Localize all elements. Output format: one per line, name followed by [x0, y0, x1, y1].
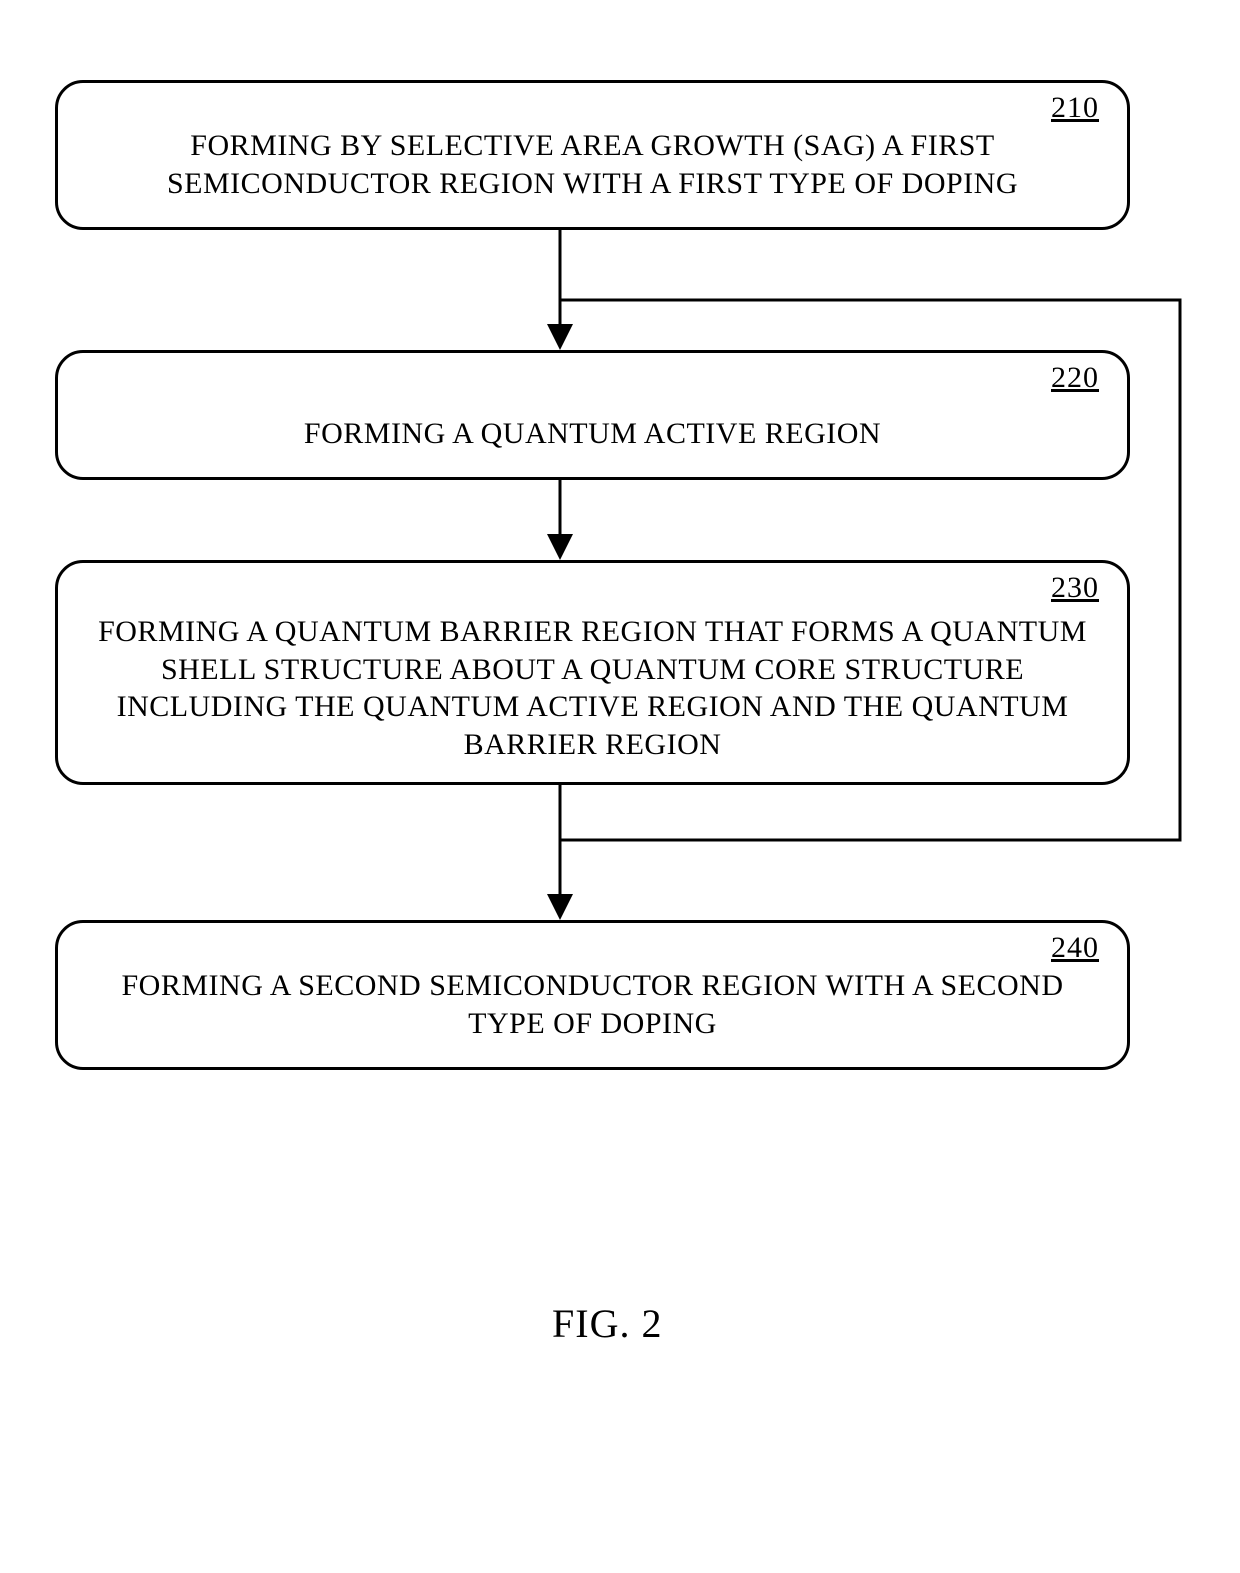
- step-number: 240: [1051, 931, 1099, 965]
- step-text: FORMING BY SELECTIVE AREA GROWTH (SAG) A…: [58, 127, 1127, 202]
- step-text: FORMING A QUANTUM ACTIVE REGION: [58, 415, 1127, 453]
- step-text: FORMING A SECOND SEMICONDUCTOR REGION WI…: [58, 967, 1127, 1042]
- figure-label: FIG. 2: [552, 1300, 662, 1347]
- step-number: 230: [1051, 571, 1099, 605]
- step-number: 220: [1051, 361, 1099, 395]
- flowchart-canvas: 210 FORMING BY SELECTIVE AREA GROWTH (SA…: [0, 0, 1240, 1573]
- step-box-230: 230 FORMING A QUANTUM BARRIER REGION THA…: [55, 560, 1130, 785]
- step-box-220: 220 FORMING A QUANTUM ACTIVE REGION: [55, 350, 1130, 480]
- step-number: 210: [1051, 91, 1099, 125]
- step-text: FORMING A QUANTUM BARRIER REGION THAT FO…: [58, 613, 1127, 763]
- step-box-210: 210 FORMING BY SELECTIVE AREA GROWTH (SA…: [55, 80, 1130, 230]
- step-box-240: 240 FORMING A SECOND SEMICONDUCTOR REGIO…: [55, 920, 1130, 1070]
